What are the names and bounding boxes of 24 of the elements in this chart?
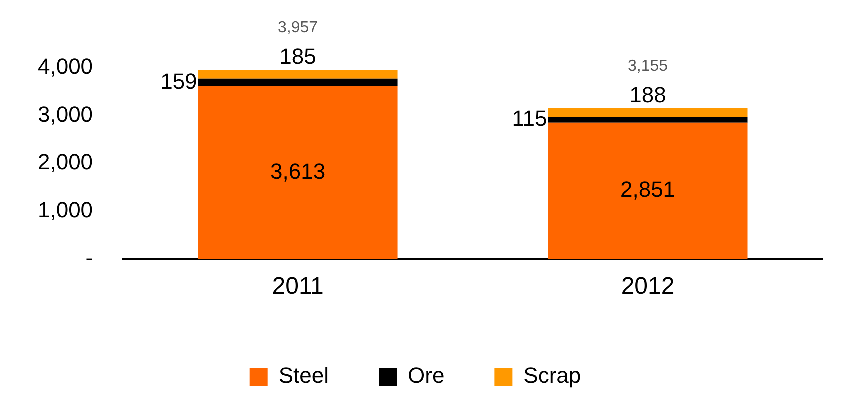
y-tick-label: 2,000 — [38, 150, 94, 175]
legend-label: Steel — [278, 363, 330, 388]
bar — [548, 117, 748, 123]
data-label: 159 — [160, 68, 198, 94]
bar — [198, 70, 398, 79]
data-label: 115 — [512, 106, 548, 132]
y-tick-label: - — [86, 245, 94, 270]
data-label: 2,851 — [620, 177, 676, 202]
data-label: 188 — [630, 82, 666, 108]
bar — [548, 108, 748, 118]
x-tick-label: 2011 — [272, 273, 324, 300]
y-tick-label: 4,000 — [38, 54, 94, 80]
x-tick-label: 2012 — [621, 273, 675, 300]
data-label: 3,613 — [270, 158, 326, 184]
bar — [198, 86, 398, 260]
y-tick-label: 3,000 — [38, 102, 94, 127]
total-label: 3,957 — [278, 19, 318, 36]
data-label: 185 — [280, 44, 316, 70]
total-label: 3,155 — [628, 58, 668, 75]
bar — [548, 122, 748, 260]
legend-label: Scrap — [524, 363, 582, 388]
bar — [198, 78, 398, 86]
y-tick-label: 1,000 — [38, 197, 94, 222]
legend-label: Ore — [408, 363, 445, 388]
